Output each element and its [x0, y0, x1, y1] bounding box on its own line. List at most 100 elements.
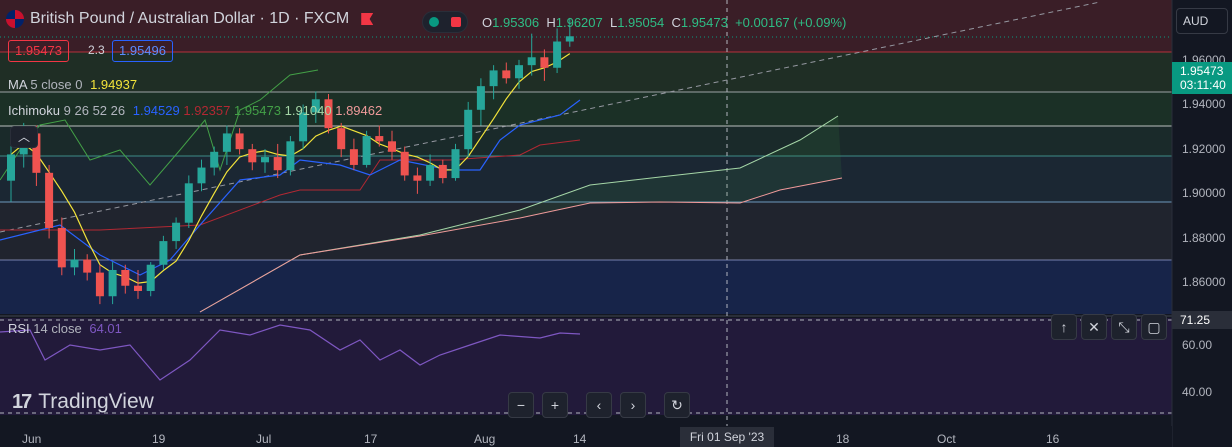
candle-body: [7, 154, 15, 181]
price-label: 1.88000: [1182, 231, 1226, 245]
candle-body: [108, 269, 117, 297]
candle-body: [502, 70, 511, 79]
last-price-tag: 1.95473 03:11:40: [1172, 62, 1232, 94]
candle-body: [451, 149, 460, 179]
price-change: +0.00167 (+0.09%): [735, 15, 847, 30]
candle-body: [565, 36, 574, 42]
time-axis-background: [0, 426, 1172, 447]
reset-chart-button[interactable]: ↻: [664, 392, 690, 418]
move-pane-up-button[interactable]: ↑: [1051, 314, 1077, 340]
candle-body: [553, 41, 562, 68]
ohlc-values: O1.95306 H1.96207 L1.95054 C1.95473 +0.0…: [482, 15, 847, 30]
scroll-right-button[interactable]: ›: [620, 392, 646, 418]
candle-body: [375, 136, 384, 142]
candle-body: [248, 149, 257, 163]
candle-body: [540, 57, 549, 68]
time-label: 17: [364, 432, 378, 446]
ichimoku-lagging-span: [0, 69, 319, 186]
time-label: 19: [152, 432, 166, 446]
zone-band: [0, 126, 1172, 156]
zoom-out-button[interactable]: −: [508, 392, 534, 418]
candle-body: [121, 269, 130, 286]
symbol-header[interactable]: British Pound / Australian Dollar · 1D ·…: [6, 10, 374, 28]
time-label: Oct: [937, 432, 956, 446]
rsi-axis-label: 60.00: [1182, 338, 1213, 352]
time-label: 16: [1046, 432, 1060, 446]
tradingview-logo[interactable]: 17 TradingView: [12, 390, 154, 413]
candle-body: [349, 149, 358, 165]
candle-body: [83, 259, 92, 273]
market-status-toggle[interactable]: [422, 11, 468, 33]
time-label: 14: [573, 432, 587, 446]
candle-body: [222, 133, 231, 152]
zone-band: [0, 156, 1172, 202]
crosshair-date-label: Fri 01 Sep '23: [680, 427, 774, 447]
scroll-left-button[interactable]: ‹: [586, 392, 612, 418]
ichimoku-cloud: [200, 116, 842, 312]
currency-select[interactable]: AUD: [1176, 8, 1228, 34]
candle-body: [362, 136, 371, 165]
candle-body: [184, 183, 193, 223]
candle-body: [45, 172, 54, 228]
time-label: Jun: [22, 432, 42, 446]
price-label: 1.90000: [1182, 186, 1226, 200]
close-pane-button[interactable]: ✕: [1081, 314, 1107, 340]
candle-body: [159, 241, 168, 265]
tradingview-logo-icon: 17: [12, 390, 32, 413]
candle-body: [438, 164, 447, 179]
candle-body: [388, 141, 396, 152]
candle-body: [70, 259, 79, 268]
candle-body: [210, 151, 219, 168]
maximize-pane-button[interactable]: ▢: [1141, 314, 1167, 340]
candle-body: [337, 128, 346, 150]
market-status-icon: [451, 17, 461, 27]
candle-body: [57, 227, 66, 268]
ichimoku-base-line: [0, 139, 581, 231]
red-flag-icon[interactable]: [361, 13, 374, 25]
ichimoku-legend[interactable]: Ichimoku 9 26 52 26 1.94529 1.92357 1.95…: [8, 103, 383, 118]
candle-body: [464, 109, 473, 150]
candle-body: [400, 151, 409, 176]
time-label: Jul: [256, 432, 272, 446]
time-label: 18: [836, 432, 850, 446]
collapse-legend-button[interactable]: ︿: [10, 126, 38, 148]
rsi-current-tag: 71.25: [1172, 311, 1232, 329]
candle-body: [32, 133, 41, 173]
candle-body: [426, 164, 435, 181]
zoom-in-button[interactable]: +: [542, 392, 568, 418]
candle-body: [311, 99, 320, 113]
price-label: 1.86000: [1182, 275, 1226, 289]
ichimoku-span-b: [199, 177, 843, 313]
candle-body: [286, 141, 295, 171]
price-label: 1.94000: [1182, 97, 1226, 111]
candle-body: [197, 167, 206, 184]
candle-body: [95, 272, 104, 297]
price-label: 1.92000: [1182, 142, 1226, 156]
candle-body: [172, 222, 181, 242]
candle-body: [146, 264, 155, 291]
candle-body: [235, 133, 244, 150]
symbol-title: British Pound / Australian Dollar · 1D ·…: [30, 10, 350, 27]
collapse-pane-button[interactable]: ⤡: [1111, 314, 1137, 340]
ichimoku-conversion-line: [0, 99, 581, 276]
time-label: Aug: [474, 432, 496, 446]
market-open-icon: [429, 17, 439, 27]
candle-body: [515, 65, 523, 79]
rsi-axis-label: 40.00: [1182, 385, 1213, 399]
candle-body: [299, 112, 308, 142]
spread-value: 2.3: [88, 43, 105, 57]
ma-legend[interactable]: MA 5 close 0 1.94937: [8, 77, 138, 92]
bar-countdown: 03:11:40: [1180, 78, 1226, 92]
rsi-line: [0, 324, 581, 381]
candle-body: [261, 157, 269, 163]
candle-body: [273, 157, 282, 171]
sell-button[interactable]: 1.95473: [8, 40, 69, 62]
candle-body: [134, 285, 142, 291]
zone-band: [0, 52, 1172, 92]
candle-body: [413, 175, 422, 181]
rsi-legend[interactable]: RSI 14 close 64.01: [8, 321, 122, 336]
candle-body: [489, 70, 498, 87]
buy-button[interactable]: 1.95496: [112, 40, 173, 62]
candle-body: [527, 57, 536, 66]
